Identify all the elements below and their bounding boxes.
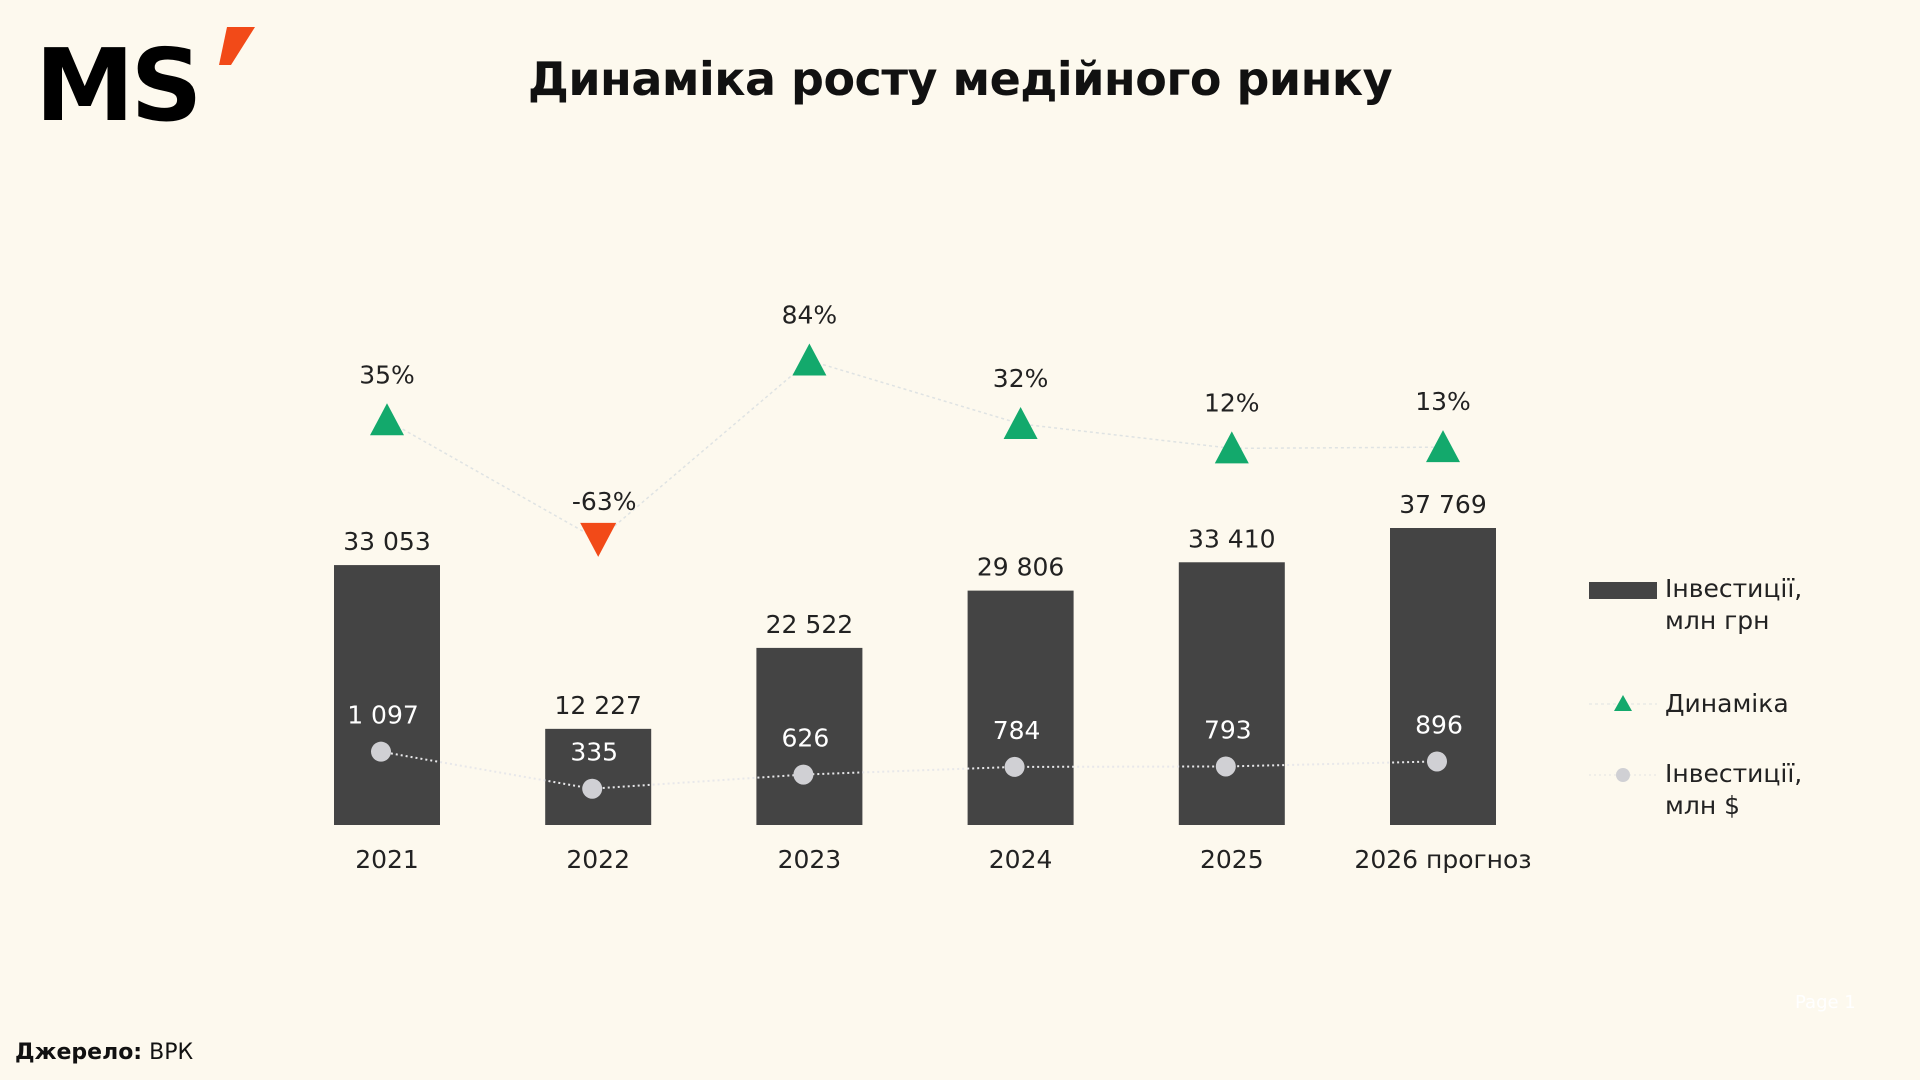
source-note: Джерело: ВРК <box>15 1040 193 1065</box>
up-triangle-marker <box>792 343 827 376</box>
category-label: 2022 <box>566 845 630 874</box>
category-label: 2025 <box>1200 845 1264 874</box>
bar <box>545 728 652 825</box>
bar-value-label: 22 522 <box>766 610 853 639</box>
usd-dot-marker <box>582 778 603 799</box>
legend-item-investments-usd: Інвестиції, млн $ <box>1665 758 1802 822</box>
category-label: 2023 <box>778 845 842 874</box>
up-triangle-marker <box>1426 430 1460 463</box>
category-label: 2024 <box>989 845 1053 874</box>
usd-value-label: 793 <box>1204 715 1252 744</box>
bar <box>334 565 440 825</box>
ms-logo: MS <box>35 25 265 144</box>
legend-item-dynamics: Динаміка <box>1665 688 1789 720</box>
legend-label: Інвестиції, <box>1665 574 1803 603</box>
page-title: Динаміка росту медійного ринку <box>527 52 1393 106</box>
bar <box>1178 562 1285 825</box>
category-label: 2026 прогноз <box>1354 845 1531 874</box>
up-triangle-marker <box>1003 406 1038 439</box>
legend-triangle-icon <box>1614 695 1632 711</box>
source-label: Джерело: <box>15 1040 143 1065</box>
legend-label: Інвестиції, <box>1665 759 1803 788</box>
usd-dot-marker <box>1215 756 1236 777</box>
usd-dot-marker <box>1004 756 1025 777</box>
dynamics-label: 13% <box>1415 387 1471 416</box>
page-number: Page 1 <box>1795 992 1856 1013</box>
usd-value-label: 335 <box>570 738 618 767</box>
bar <box>756 647 863 825</box>
bar-value-label: 33 410 <box>1188 524 1275 553</box>
legend-item-investments-uah: Інвестиції, млн грн <box>1665 573 1802 637</box>
dynamics-label: 35% <box>359 360 415 389</box>
legend-dot-icon <box>1616 768 1630 782</box>
usd-value-label: 626 <box>782 724 830 753</box>
bar <box>1390 528 1496 825</box>
bar-value-label: 12 227 <box>554 691 641 720</box>
up-triangle-marker <box>370 403 404 436</box>
source-value: ВРК <box>149 1040 194 1065</box>
dynamics-label: 12% <box>1204 388 1260 417</box>
category-label: 2021 <box>355 845 419 874</box>
dynamics-label: 84% <box>782 301 838 330</box>
dynamics-line <box>386 359 1444 541</box>
usd-dot-marker <box>371 741 391 762</box>
usd-dot-marker <box>793 764 814 785</box>
usd-value-label: 1 097 <box>347 701 419 730</box>
bar <box>967 590 1074 825</box>
dynamics-label: -63% <box>572 487 637 516</box>
usd-line <box>380 750 1438 790</box>
up-triangle-marker <box>1214 431 1249 464</box>
legend-bar-swatch <box>1589 582 1657 599</box>
legend-label: млн $ <box>1665 791 1741 820</box>
legend-label: млн грн <box>1665 606 1770 635</box>
legend-label: Динаміка <box>1665 689 1789 718</box>
svg-text:MS: MS <box>35 27 199 125</box>
bar-value-label: 29 806 <box>977 553 1064 582</box>
down-triangle-marker <box>580 522 617 557</box>
dynamics-label: 32% <box>993 364 1049 393</box>
bar-value-label: 37 769 <box>1399 490 1486 519</box>
usd-value-label: 784 <box>993 716 1041 745</box>
usd-value-label: 896 <box>1415 710 1463 739</box>
bar-value-label: 33 053 <box>343 527 430 556</box>
usd-dot-marker <box>1427 751 1447 772</box>
